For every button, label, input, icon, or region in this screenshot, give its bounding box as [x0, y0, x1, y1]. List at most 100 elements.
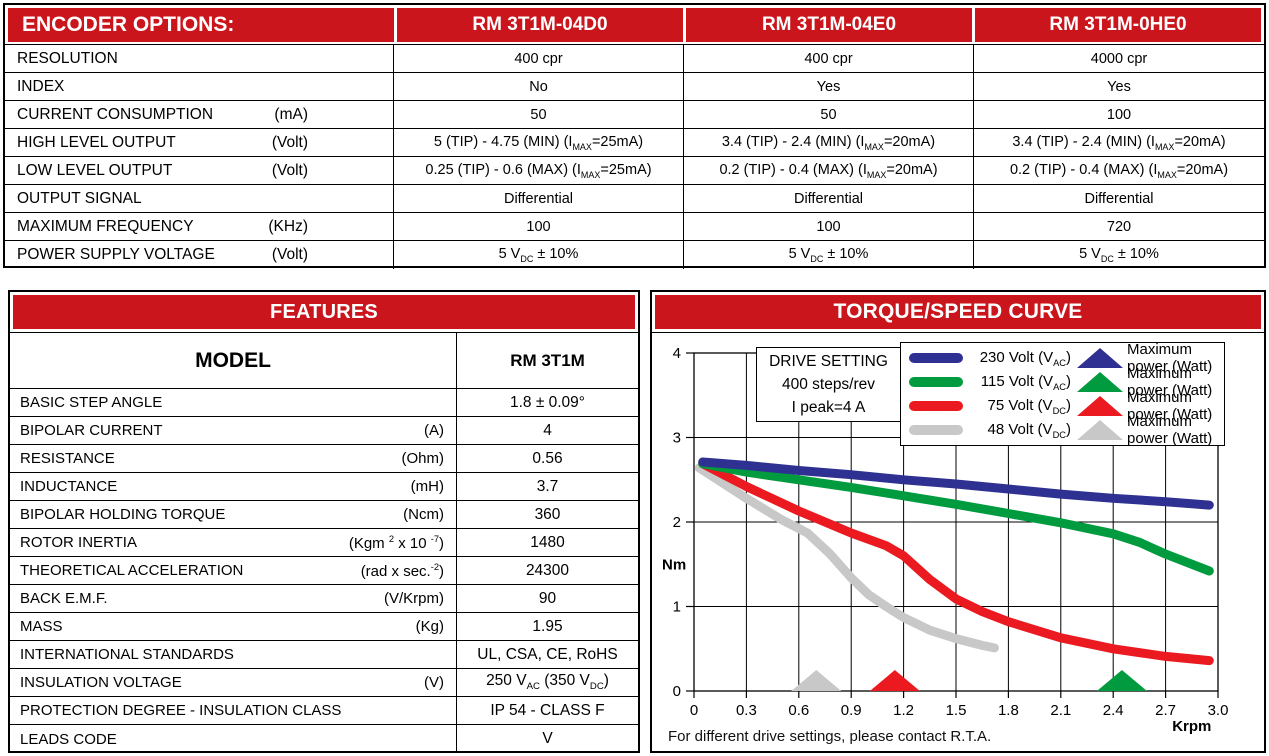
features-table-row: BIPOLAR HOLDING TORQUE (Ncm) 360 — [10, 501, 638, 529]
encoder-row-label: POWER SUPPLY VOLTAGE (Volt) — [5, 246, 393, 264]
features-row-label: PROTECTION DEGREE - INSULATION CLASS — [10, 702, 456, 719]
encoder-table-row: OUTPUT SIGNAL Differential Differential Dif… — [5, 185, 1264, 213]
encoder-row-label: HIGH LEVEL OUTPUT (Volt) — [5, 134, 393, 152]
tick-label-x: 1.8 — [998, 702, 1019, 719]
parameter-name: CURRENT CONSUMPTION — [17, 105, 214, 123]
legend-voltage-label: 115 Volt (VAC) — [980, 372, 1071, 392]
tick-label-x: 0.3 — [736, 702, 757, 719]
legend-power-label: Maximum power (Watt) — [1127, 341, 1213, 375]
encoder-value-cell: 100 — [974, 101, 1264, 129]
encoder-model-header: RM 3T1M-0HE0 — [975, 8, 1261, 42]
encoder-value-cell: 720 — [974, 213, 1264, 241]
encoder-table-row: POWER SUPPLY VOLTAGE (Volt) 5 VDC ± 10% 5 V… — [5, 241, 1264, 269]
encoder-row-label-cell: MAXIMUM FREQUENCY (KHz) — [5, 213, 394, 241]
features-table-row: MASS (Kg) 1.95 — [10, 613, 638, 641]
encoder-row-label: RESOLUTION — [5, 50, 393, 68]
legend-triangle-icon — [1077, 348, 1123, 368]
encoder-value-cell: Yes — [974, 73, 1264, 101]
parameter-name: HIGH LEVEL OUTPUT — [17, 133, 176, 151]
features-value-cell: V — [542, 730, 553, 747]
parameter-name: RESISTANCE — [20, 450, 115, 467]
parameter-unit: (mA) — [274, 105, 308, 123]
features-row-label-cell: ROTOR INERTIA (Kgm 2 x 10 -7) — [10, 529, 457, 557]
encoder-value-cell: Yes — [684, 73, 974, 101]
encoder-table-row: RESOLUTION 400 cpr 400 cpr 4000 cpr — [5, 45, 1264, 73]
model-label: MODEL — [10, 333, 457, 389]
features-value-cell: 360 — [457, 501, 638, 529]
encoder-value-cell: 50 — [394, 101, 684, 129]
legend-power-label: Maximum power (Watt) — [1127, 365, 1213, 399]
legend-line-swatch — [909, 377, 963, 387]
legend-voltage-label: 230 Volt (VAC) — [979, 348, 1071, 368]
torque-curve — [698, 459, 1214, 576]
parameter-unit: (Kg) — [415, 618, 444, 635]
legend-row: 115 Volt (VAC) Maximum power (Watt) — [909, 365, 1218, 399]
features-table-row: INDUCTANCE (mH) 3.7 — [10, 473, 638, 501]
features-table-row: PROTECTION DEGREE - INSULATION CLASS IP 5… — [10, 697, 638, 725]
features-row-label: BIPOLAR CURRENT (A) — [10, 422, 456, 439]
features-row-label-cell: THEORETICAL ACCELERATION (rad x sec.-2) — [10, 557, 457, 585]
features-value-cell: 1480 — [457, 529, 638, 557]
encoder-value-cell: 5 VDC ± 10% — [394, 241, 684, 269]
legend-triangle-icon — [1077, 396, 1123, 416]
features-value-cell: 3.7 — [457, 473, 638, 501]
tick-label-x: 2.4 — [1103, 702, 1124, 719]
torque-speed-panel: TORQUE/SPEED CURVE 0 0.3 0.6 0.9 1.2 1.5 1.8 2.… — [650, 290, 1266, 753]
legend-voltage-label: 48 Volt (VDC) — [987, 420, 1071, 440]
features-row-label-cell: INSULATION VOLTAGE (V) — [10, 669, 457, 697]
tick-label-x: 0.6 — [788, 702, 809, 719]
features-value-cell: UL, CSA, CE, RoHS — [457, 641, 638, 669]
torque-curve — [694, 463, 999, 653]
features-table-row: BIPOLAR CURRENT (A) 4 — [10, 417, 638, 445]
features-value-cell: 1.95 — [457, 613, 638, 641]
max-power-marker — [1096, 670, 1147, 691]
features-table-row: BASIC STEP ANGLE 1.8 ± 0.09° — [10, 389, 638, 417]
encoder-value-cell: 4000 cpr — [974, 45, 1264, 73]
parameter-name: MAXIMUM FREQUENCY — [17, 217, 194, 235]
encoder-value-cell: 400 cpr — [394, 45, 684, 73]
tick-label-y: 0 — [673, 683, 681, 700]
features-row-label-cell: INDUCTANCE (mH) — [10, 473, 457, 501]
parameter-unit: (Ncm) — [403, 506, 444, 523]
features-table-row: INTERNATIONAL STANDARDS UL, CSA, CE, RoHS — [10, 641, 638, 669]
parameter-name: BIPOLAR CURRENT — [20, 422, 163, 439]
encoder-table-row: MAXIMUM FREQUENCY (KHz) 100 100 720 — [5, 213, 1264, 241]
features-value-cell: 1.8 ± 0.09° — [457, 389, 638, 417]
tick-label-x: 3.0 — [1208, 702, 1229, 719]
features-table-row: RESISTANCE (Ohm) 0.56 — [10, 445, 638, 473]
parameter-name: INDEX — [17, 77, 65, 95]
features-row-label: BACK E.M.F. (V/Krpm) — [10, 590, 456, 607]
parameter-name: MASS — [20, 618, 63, 635]
legend-row: 230 Volt (VAC) Maximum power (Watt) — [909, 341, 1218, 375]
tick-label-x: 2.7 — [1155, 702, 1176, 719]
encoder-table-row: CURRENT CONSUMPTION (mA) 50 50 100 — [5, 101, 1264, 129]
encoder-table-row: HIGH LEVEL OUTPUT (Volt) 5 (TIP) - 4.75 (M… — [5, 129, 1264, 157]
parameter-name: BIPOLAR HOLDING TORQUE — [20, 506, 226, 523]
encoder-options-panel: ENCODER OPTIONS: RM 3T1M-04D0 RM 3T1M-04E… — [3, 3, 1266, 269]
encoder-value-cell: 5 (TIP) - 4.75 (MIN) (IMAX=25mA) — [394, 129, 684, 157]
legend-line-swatch — [909, 401, 963, 411]
features-table-row: THEORETICAL ACCELERATION (rad x sec.-2) 24… — [10, 557, 638, 585]
features-row-label-cell: INTERNATIONAL STANDARDS — [10, 641, 457, 669]
model-value: RM 3T1M — [457, 333, 638, 389]
encoder-row-label: INDEX — [5, 78, 393, 96]
parameter-name: BACK E.M.F. — [20, 590, 108, 607]
features-row-label: MASS (Kg) — [10, 618, 456, 635]
tick-label-y: 3 — [673, 430, 681, 447]
parameter-name: INDUCTANCE — [20, 478, 118, 495]
torque-speed-chart: 0 0.3 0.6 0.9 1.2 1.5 1.8 2.1 2.4 2.7 3.0 0 1 2 3 4 Nm Kr… — [652, 332, 1264, 750]
drive-setting-box: DRIVE SETTING 400 steps/rev I peak=4 A — [756, 347, 901, 422]
features-value-cell: 90 — [457, 585, 638, 613]
drive-setting-line: DRIVE SETTING — [769, 353, 888, 370]
encoder-row-label-cell: POWER SUPPLY VOLTAGE (Volt) — [5, 241, 394, 269]
x-axis-label: Krpm — [1172, 718, 1211, 735]
encoder-value-cell: Differential — [684, 185, 974, 213]
max-power-marker — [869, 670, 920, 691]
encoder-row-label: LOW LEVEL OUTPUT (Volt) — [5, 162, 393, 180]
parameter-unit: (KHz) — [268, 217, 308, 235]
legend-row: 75 Volt (VDC) Maximum power (Watt) — [909, 389, 1218, 423]
encoder-model-header: RM 3T1M-04E0 — [686, 8, 972, 42]
features-row-label-cell: PROTECTION DEGREE - INSULATION CLASS — [10, 697, 457, 725]
features-row-label: LEADS CODE — [10, 731, 456, 748]
torque-curve — [698, 457, 1214, 510]
